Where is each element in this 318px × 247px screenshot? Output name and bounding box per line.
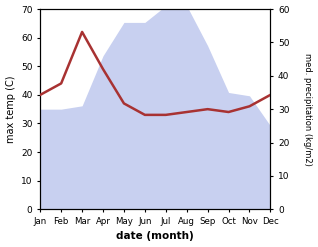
Y-axis label: med. precipitation (kg/m2): med. precipitation (kg/m2) <box>303 53 313 165</box>
X-axis label: date (month): date (month) <box>116 231 194 242</box>
Y-axis label: max temp (C): max temp (C) <box>5 75 16 143</box>
